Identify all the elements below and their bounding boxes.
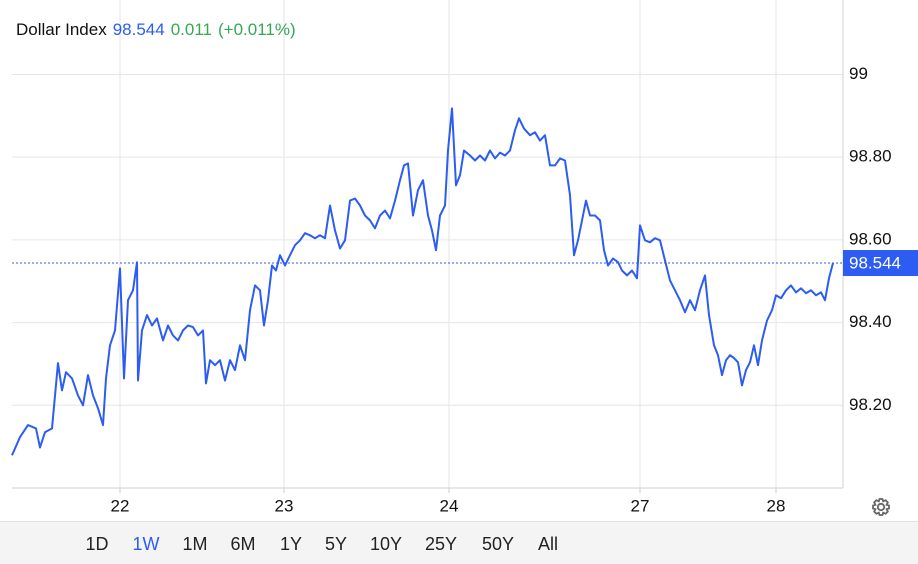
settings-icon-center: [876, 502, 886, 512]
quote-price: 98.544: [112, 20, 165, 39]
settings-icon[interactable]: [872, 498, 890, 516]
price-line: [11, 107, 834, 456]
range-button[interactable]: 5Y: [324, 534, 348, 554]
last-price-label: 98.544: [849, 254, 901, 273]
x-tick-label: 22: [111, 496, 130, 515]
range-button[interactable]: 10Y: [369, 534, 403, 554]
x-tick-label: 24: [440, 496, 459, 515]
quote-change-percent: (+0.011%): [218, 20, 296, 39]
x-tick-label: 28: [767, 496, 786, 515]
range-button[interactable]: 1Y: [279, 534, 303, 554]
range-bar: 1D 1W 1M 6M 1Y 5Y 10Y 25Y 50Y All: [0, 521, 918, 564]
range-button[interactable]: 1D: [85, 534, 109, 554]
x-tick-label: 27: [631, 496, 650, 515]
y-tick-label: 98.80: [849, 147, 892, 166]
quote-name: Dollar Index: [16, 20, 107, 39]
range-button[interactable]: 6M: [230, 534, 256, 554]
y-tick-label: 98.40: [849, 312, 892, 331]
range-button[interactable]: All: [537, 534, 559, 554]
quote-change: 0.011: [170, 20, 212, 39]
range-button[interactable]: 25Y: [424, 534, 458, 554]
range-button[interactable]: 1M: [182, 534, 208, 554]
grid: 98.20 98.40 98.60 98.80 99 22 23 24 27 28: [12, 0, 892, 515]
settings-icon-gear: [872, 498, 890, 516]
range-button[interactable]: 1W: [132, 534, 160, 554]
quote-header: Dollar Index 98.544 0.011 (+0.011%): [16, 20, 302, 40]
last-price-badge: [843, 250, 918, 277]
y-tick-label: 98.20: [849, 395, 892, 414]
plot: 98.544: [11, 107, 918, 456]
x-tick-label: 23: [275, 496, 294, 515]
chart: 98.20 98.40 98.60 98.80 99 22 23 24 27 28 98.544: [11, 0, 918, 516]
range-button[interactable]: 50Y: [481, 534, 515, 554]
y-tick-label: 99: [849, 64, 868, 83]
y-tick-label: 98.60: [849, 229, 892, 248]
